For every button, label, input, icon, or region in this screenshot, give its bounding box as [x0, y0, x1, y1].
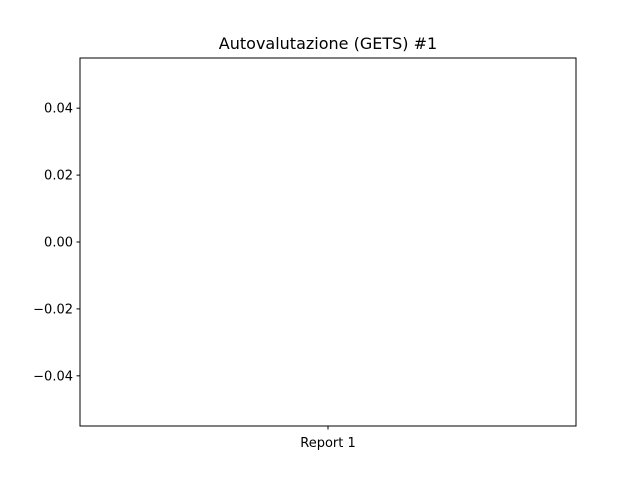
y-tick-label: 0.00 [44, 236, 73, 251]
y-axis: 0.04 0.02 0.00 −0.02 −0.04 [33, 102, 80, 384]
y-tick-label: −0.02 [33, 302, 73, 317]
x-axis: Report 1 [300, 426, 356, 451]
y-tick-label: −0.04 [33, 369, 73, 384]
x-tick-label: Report 1 [300, 436, 356, 451]
chart-title: Autovalutazione (GETS) #1 [219, 34, 437, 53]
plot-frame [79, 57, 577, 427]
y-tick-label: 0.04 [44, 102, 73, 117]
y-tick-label: 0.02 [44, 169, 73, 184]
